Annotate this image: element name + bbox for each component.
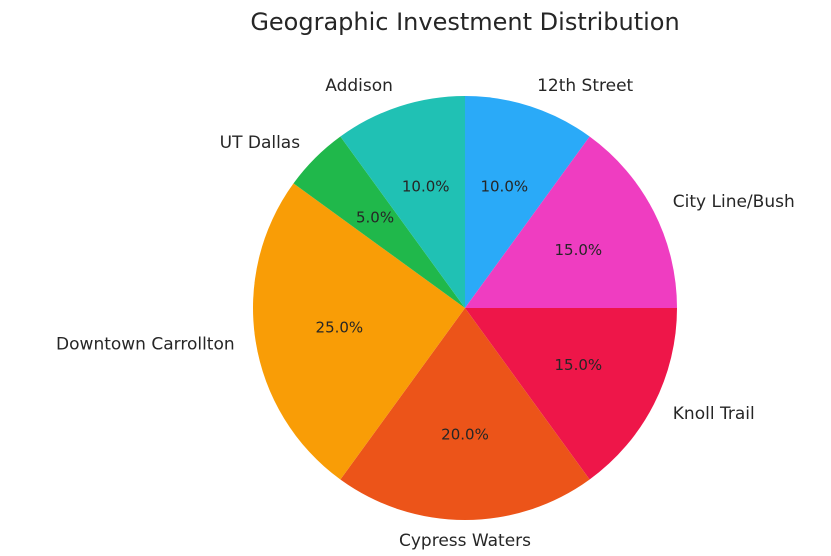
pie-slice: [340, 96, 465, 308]
slice-label: City Line/Bush: [673, 192, 795, 212]
value-label: 10.0%: [480, 178, 528, 196]
pie-slice: [465, 96, 590, 308]
pie-slice: [340, 308, 590, 520]
value-label: 15.0%: [555, 356, 603, 374]
slice-label: UT Dallas: [220, 133, 301, 153]
value-label: 10.0%: [402, 178, 450, 196]
slice-label: Addison: [325, 76, 393, 96]
slice-label: Knoll Trail: [673, 404, 755, 424]
slice-label: Downtown Carrollton: [56, 334, 235, 354]
value-label: 15.0%: [555, 241, 603, 259]
slice-label: 12th Street: [537, 76, 633, 96]
slice-label: Cypress Waters: [399, 531, 531, 551]
value-label: 25.0%: [316, 318, 364, 336]
value-label: 20.0%: [441, 426, 489, 444]
pie-slice: [465, 308, 677, 480]
chart-title: Geographic Investment Distribution: [250, 8, 679, 36]
pie-slice: [465, 136, 677, 308]
value-label: 5.0%: [356, 209, 394, 227]
pie-slice: [293, 136, 465, 308]
pie-slice: [252, 183, 465, 480]
